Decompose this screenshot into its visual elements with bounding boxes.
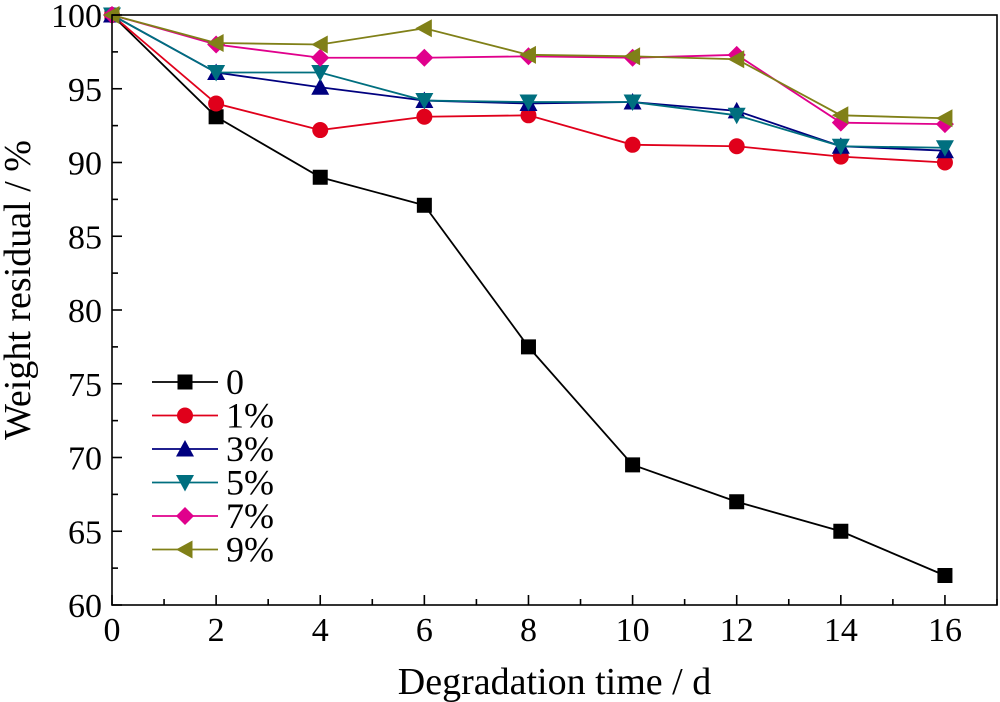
legend-label: 3% (226, 429, 274, 469)
legend-marker (176, 440, 194, 457)
data-point (415, 93, 434, 110)
data-point (728, 138, 745, 155)
x-tick-label: 2 (208, 612, 225, 649)
y-tick-label: 75 (68, 367, 102, 404)
legend-label: 1% (226, 396, 274, 436)
legend-label: 5% (226, 463, 274, 503)
legend-marker (176, 540, 193, 559)
data-point (831, 106, 849, 125)
y-tick-label: 100 (51, 0, 102, 35)
legend-item: 3% (152, 429, 274, 469)
data-point (937, 568, 953, 583)
data-point (208, 95, 225, 112)
y-tick-label: 95 (68, 72, 102, 109)
plot-area (103, 6, 954, 583)
data-point (623, 47, 641, 66)
data-point (312, 122, 329, 139)
data-point (312, 169, 328, 185)
legend-item: 7% (152, 496, 274, 536)
y-tick-label: 85 (68, 219, 102, 256)
data-point (520, 339, 536, 355)
data-point (729, 494, 745, 510)
y-axis-title: Weight residual / % (0, 140, 39, 440)
x-axis-title: Degradation time / d (398, 661, 711, 702)
x-tick-label: 6 (416, 612, 433, 649)
data-point (416, 197, 432, 213)
x-tick-label: 14 (824, 612, 858, 649)
y-tick-label: 65 (68, 514, 102, 551)
x-tick-label: 12 (720, 612, 754, 649)
data-point (416, 108, 433, 125)
legend-marker (176, 475, 194, 492)
legend-label: 9% (226, 530, 274, 570)
data-point (311, 35, 328, 54)
data-point (415, 48, 434, 67)
data-point (935, 109, 953, 128)
data-point (311, 65, 330, 82)
data-point (727, 50, 745, 69)
y-tick-label: 90 (68, 146, 102, 183)
data-point (935, 140, 954, 157)
legend-item: 0 (152, 362, 244, 402)
data-point (207, 34, 224, 53)
legend-label: 0 (226, 362, 244, 402)
data-point (727, 107, 746, 125)
legend-item: 5% (152, 463, 274, 503)
axes: 0 2 4 6 8 10 12 14 16 60 65 70 75 80 85 90 95 100 (51, 0, 998, 649)
data-point (519, 45, 536, 64)
legend-marker (176, 507, 194, 525)
y-tick-label: 60 (68, 588, 102, 625)
data-point (311, 78, 330, 95)
series-2 (103, 6, 954, 159)
data-point (208, 109, 224, 125)
data-point (207, 65, 226, 82)
x-tick-label: 10 (616, 612, 650, 649)
series-0 (104, 7, 953, 583)
legend: 01%3%5%7%9% (152, 362, 274, 570)
series-line (111, 14, 945, 152)
x-tick-label: 4 (312, 612, 329, 649)
legend-marker (177, 374, 193, 390)
data-point (519, 94, 538, 112)
x-tick-label: 0 (104, 612, 121, 649)
data-point (625, 457, 641, 473)
data-point (624, 136, 641, 153)
data-point (520, 107, 537, 124)
data-point (311, 48, 330, 67)
x-tick-label: 8 (520, 612, 537, 649)
legend-item: 1% (152, 396, 274, 436)
y-tick-label: 80 (68, 293, 102, 330)
data-point (833, 523, 849, 539)
x-tick-label: 16 (928, 612, 962, 649)
data-point (623, 94, 642, 112)
data-point (415, 19, 432, 38)
y-tick-label: 70 (68, 441, 102, 478)
data-point (936, 154, 953, 171)
series-3 (103, 7, 954, 157)
legend-item: 9% (152, 530, 274, 570)
legend-marker (177, 407, 193, 424)
data-point (831, 138, 850, 156)
legend-label: 7% (226, 496, 274, 536)
series-5 (103, 6, 953, 128)
series-1 (104, 7, 953, 171)
